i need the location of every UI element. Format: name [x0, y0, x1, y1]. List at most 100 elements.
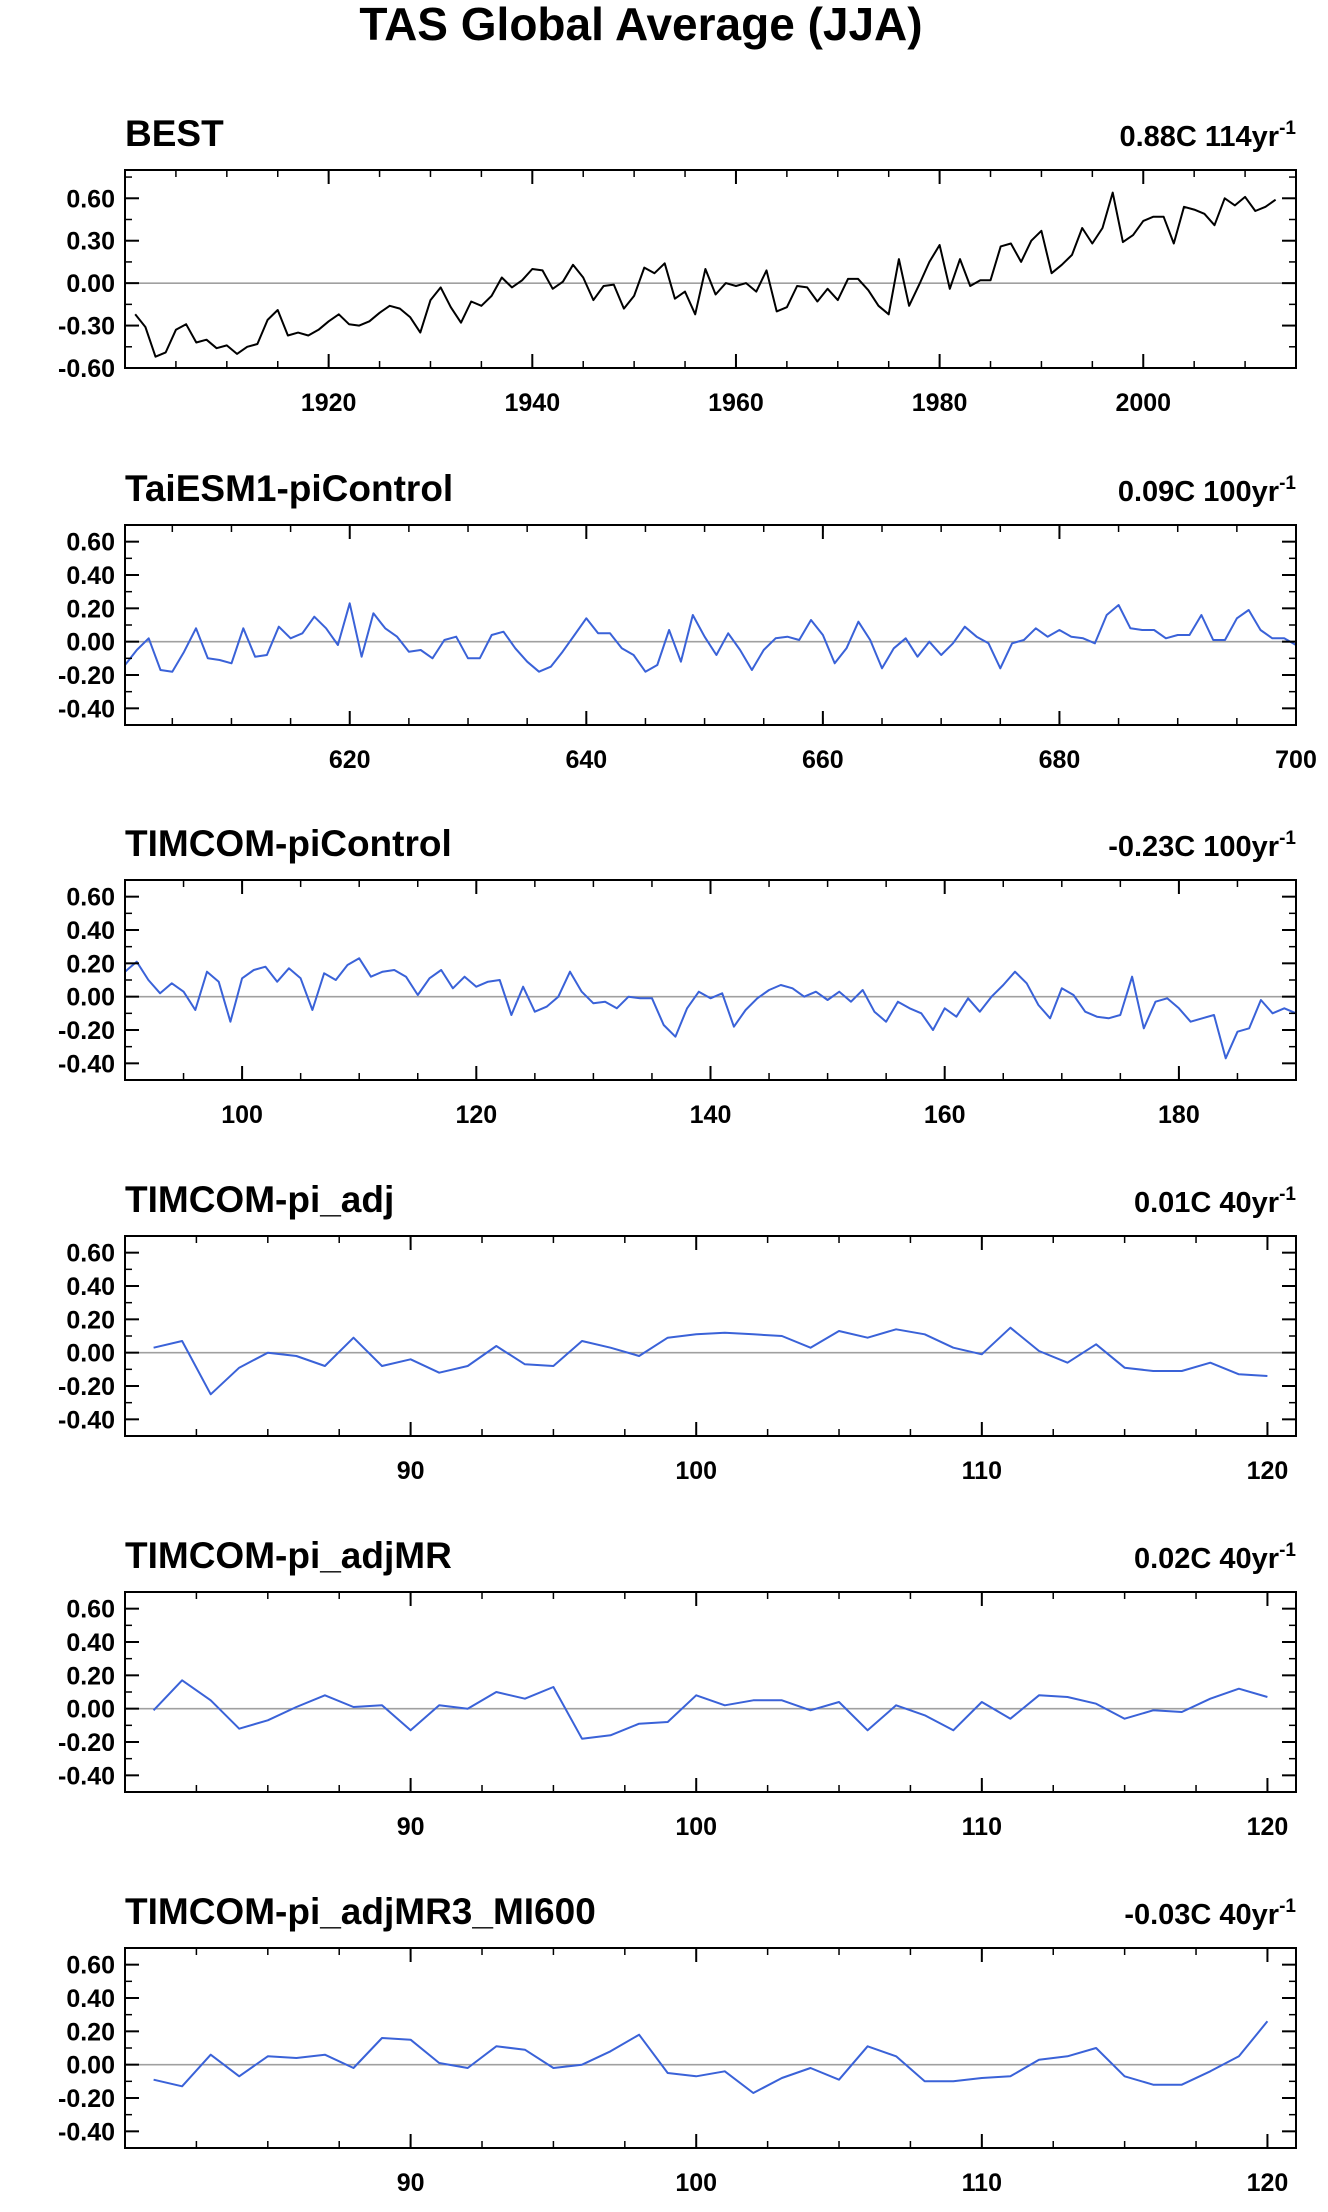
y-tick-label: -0.40 — [58, 695, 115, 723]
trend-unit-exponent: -1 — [1279, 118, 1296, 139]
panel-title: TIMCOM-pi_adj — [125, 1179, 394, 1220]
x-tick-label: 90 — [397, 1457, 425, 1485]
trend-label: -0.03C 40yr-1 — [1124, 1896, 1296, 1931]
trend-value: 0.02C 40yr — [1134, 1543, 1279, 1575]
trend-unit-exponent: -1 — [1279, 828, 1296, 849]
series-line — [124, 957, 1297, 1060]
x-tick-label: 2000 — [1115, 389, 1171, 417]
x-tick-label: 90 — [397, 1813, 425, 1841]
y-tick-label: -0.30 — [58, 313, 115, 341]
y-tick-label: 0.20 — [66, 2018, 115, 2046]
x-tick-label: 120 — [1247, 2169, 1289, 2197]
x-tick-label: 160 — [924, 1101, 966, 1129]
y-tick-label: 0.00 — [66, 270, 115, 298]
y-tick-label: 0.60 — [66, 185, 115, 213]
trend-label: 0.09C 100yr-1 — [1118, 473, 1297, 508]
y-tick-label: 0.30 — [66, 228, 115, 256]
chart-panel: TaiESM1-piControl 0.09C 100yr-1 -0.40 -0.20… — [58, 468, 1317, 774]
plot-frame — [124, 524, 1297, 726]
y-tick-label: -0.20 — [58, 1373, 115, 1401]
y-tick-label: 0.00 — [66, 1696, 115, 1724]
panel-title: TIMCOM-pi_adjMR3_MI600 — [125, 1891, 596, 1932]
x-tick-label: 660 — [802, 746, 844, 774]
chart-panel: BEST 0.88C 114yr-1 -0.60 -0.30 0.00 0.30 0.60 1… — [58, 113, 1297, 417]
y-tick-label: -0.20 — [58, 1729, 115, 1757]
x-tick-label: 120 — [1247, 1813, 1289, 1841]
x-tick-label: 1980 — [912, 389, 968, 417]
chart-panel: TIMCOM-pi_adjMR3_MI600 -0.03C 40yr-1 -0.40… — [58, 1891, 1297, 2197]
x-tick-label: 1940 — [504, 389, 560, 417]
figure-title: TAS Global Average (JJA) — [359, 0, 922, 50]
y-tick-label: 0.60 — [66, 1952, 115, 1980]
y-tick-label: -0.40 — [58, 1406, 115, 1434]
x-tick-label: 90 — [397, 2169, 425, 2197]
x-tick-label: 680 — [1039, 746, 1081, 774]
plot-frame — [124, 1947, 1297, 2149]
trend-unit-exponent: -1 — [1279, 1184, 1296, 1205]
y-tick-label: -0.20 — [58, 2085, 115, 2113]
y-tick-label: -0.40 — [58, 2118, 115, 2146]
plot-frame — [124, 1591, 1297, 1793]
trend-unit-exponent: -1 — [1279, 1540, 1296, 1561]
x-tick-label: 100 — [675, 1813, 717, 1841]
y-tick-label: 0.60 — [66, 1596, 115, 1624]
trend-label: 0.88C 114yr-1 — [1119, 118, 1296, 153]
x-tick-label: 110 — [962, 2169, 1002, 2197]
series-line — [152, 1679, 1268, 1740]
y-tick-label: 0.60 — [66, 529, 115, 557]
plot-frame — [124, 1235, 1297, 1437]
trend-value: 0.01C 40yr — [1134, 1187, 1279, 1219]
y-tick-label: 0.40 — [66, 917, 115, 945]
series-line — [134, 191, 1277, 358]
x-tick-label: 620 — [329, 746, 371, 774]
y-tick-label: 0.40 — [66, 1629, 115, 1657]
trend-value: -0.03C 40yr — [1124, 1899, 1279, 1931]
chart-panel: TIMCOM-pi_adjMR 0.02C 40yr-1 -0.40 -0.20 0.0… — [58, 1535, 1297, 1841]
x-tick-label: 110 — [962, 1457, 1002, 1485]
x-tick-label: 640 — [565, 746, 607, 774]
trend-value: -0.23C 100yr — [1108, 831, 1279, 863]
trend-label: 0.01C 40yr-1 — [1134, 1184, 1296, 1219]
trend-value: 0.88C 114yr — [1119, 121, 1279, 153]
trend-unit-exponent: -1 — [1279, 1896, 1296, 1917]
x-tick-label: 120 — [455, 1101, 497, 1129]
x-tick-label: 110 — [962, 1813, 1002, 1841]
y-tick-label: -0.40 — [58, 1762, 115, 1790]
panel-title: TIMCOM-piControl — [125, 823, 452, 864]
series-line — [124, 602, 1297, 673]
y-tick-label: 0.00 — [66, 2052, 115, 2080]
trend-label: 0.02C 40yr-1 — [1134, 1540, 1296, 1575]
y-tick-label: -0.20 — [58, 1017, 115, 1045]
plot-frame — [124, 169, 1297, 369]
series-line — [153, 2020, 1269, 2094]
chart-panel: TIMCOM-piControl -0.23C 100yr-1 -0.40 -0.20… — [58, 823, 1297, 1129]
y-tick-label: 0.20 — [66, 1662, 115, 1690]
y-tick-label: -0.60 — [58, 355, 115, 383]
trend-unit-exponent: -1 — [1279, 473, 1296, 494]
y-tick-label: 0.60 — [66, 1240, 115, 1268]
x-tick-label: 180 — [1158, 1101, 1200, 1129]
x-tick-label: 1960 — [708, 389, 764, 417]
x-tick-label: 100 — [675, 2169, 717, 2197]
y-tick-label: 0.00 — [66, 984, 115, 1012]
y-tick-label: 0.40 — [66, 1985, 115, 2013]
y-tick-label: 0.00 — [66, 1340, 115, 1368]
x-tick-label: 140 — [690, 1101, 732, 1129]
series-line — [153, 1326, 1268, 1396]
y-tick-label: 0.40 — [66, 562, 115, 590]
x-tick-label: 100 — [675, 1457, 717, 1485]
y-tick-label: 0.00 — [66, 629, 115, 657]
y-tick-label: 0.20 — [66, 950, 115, 978]
trend-label: -0.23C 100yr-1 — [1108, 828, 1296, 863]
y-tick-label: 0.60 — [66, 884, 115, 912]
y-tick-label: 0.20 — [66, 1306, 115, 1334]
y-tick-label: 0.40 — [66, 1273, 115, 1301]
x-tick-label: 1920 — [301, 389, 357, 417]
y-tick-label: 0.20 — [66, 595, 115, 623]
panel-title: BEST — [125, 113, 224, 154]
panel-title: TaiESM1-piControl — [125, 468, 453, 509]
y-tick-label: -0.40 — [58, 1050, 115, 1078]
x-tick-label: 700 — [1275, 746, 1317, 774]
trend-value: 0.09C 100yr — [1118, 476, 1279, 508]
